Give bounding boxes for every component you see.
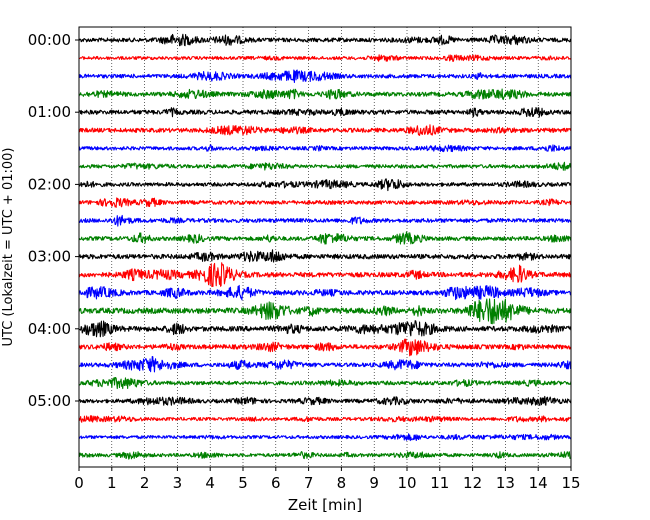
y-axis: 00:00 01:00 02:00 03:00 04:00 05:00	[28, 31, 79, 410]
trace-row	[78, 415, 572, 423]
trace-row	[78, 451, 572, 460]
plot-frame	[78, 26, 572, 468]
y-tick-label: 01:00	[28, 103, 71, 121]
x-tick-label: 7	[304, 474, 314, 492]
plot-background	[79, 27, 571, 467]
trace-row	[78, 69, 572, 83]
x-tick-label: 14	[529, 474, 548, 492]
x-tick-label: 10	[397, 474, 416, 492]
x-tick-label: 3	[173, 474, 183, 492]
x-tick-label: 9	[369, 474, 379, 492]
trace-row	[78, 298, 572, 325]
trace-row	[78, 178, 572, 192]
x-tick-label: 15	[561, 474, 580, 492]
trace-row	[78, 161, 572, 171]
trace-row	[78, 107, 572, 118]
x-tick-label: 5	[238, 474, 248, 492]
x-tick-label: 11	[430, 474, 449, 492]
trace-row	[78, 376, 572, 390]
x-tick-label: 1	[107, 474, 117, 492]
trace-row	[78, 284, 572, 301]
trace-row	[78, 54, 572, 62]
x-axis-label: Zeit [min]	[288, 496, 362, 514]
y-tick-label: 03:00	[28, 248, 71, 266]
trace-row	[78, 433, 572, 442]
x-tick-label: 8	[337, 474, 347, 492]
y-axis-label: UTC (Lokalzeit = UTC + 01:00)	[1, 148, 16, 347]
x-gridlines	[111, 27, 539, 467]
y-tick-label: 05:00	[28, 392, 71, 410]
trace-row	[78, 197, 572, 208]
x-tick-label: 4	[205, 474, 215, 492]
x-tick-label: 2	[140, 474, 150, 492]
trace-row	[78, 395, 572, 406]
x-tick-label: 0	[74, 474, 84, 492]
trace-row	[78, 262, 572, 288]
trace-row	[78, 88, 572, 101]
trace-row	[78, 144, 572, 153]
trace-row	[78, 355, 572, 373]
trace-row	[78, 214, 572, 227]
x-axis: 0 1 2 3 4 5 6 7 8 9 10 11 12 13 14 15	[74, 467, 581, 492]
x-tick-label: 6	[271, 474, 281, 492]
trace-row	[78, 231, 572, 245]
trace-row	[78, 338, 572, 357]
trace-row	[78, 320, 572, 338]
y-tick-label: 02:00	[28, 175, 71, 193]
y-tick-label: 04:00	[28, 320, 71, 338]
x-tick-label: 12	[463, 474, 482, 492]
y-tick-label: 00:00	[28, 31, 71, 49]
trace-row	[78, 33, 572, 47]
trace-row	[78, 249, 572, 263]
trace-row	[78, 124, 572, 136]
x-tick-label: 13	[496, 474, 515, 492]
seismic-traces	[78, 33, 572, 460]
